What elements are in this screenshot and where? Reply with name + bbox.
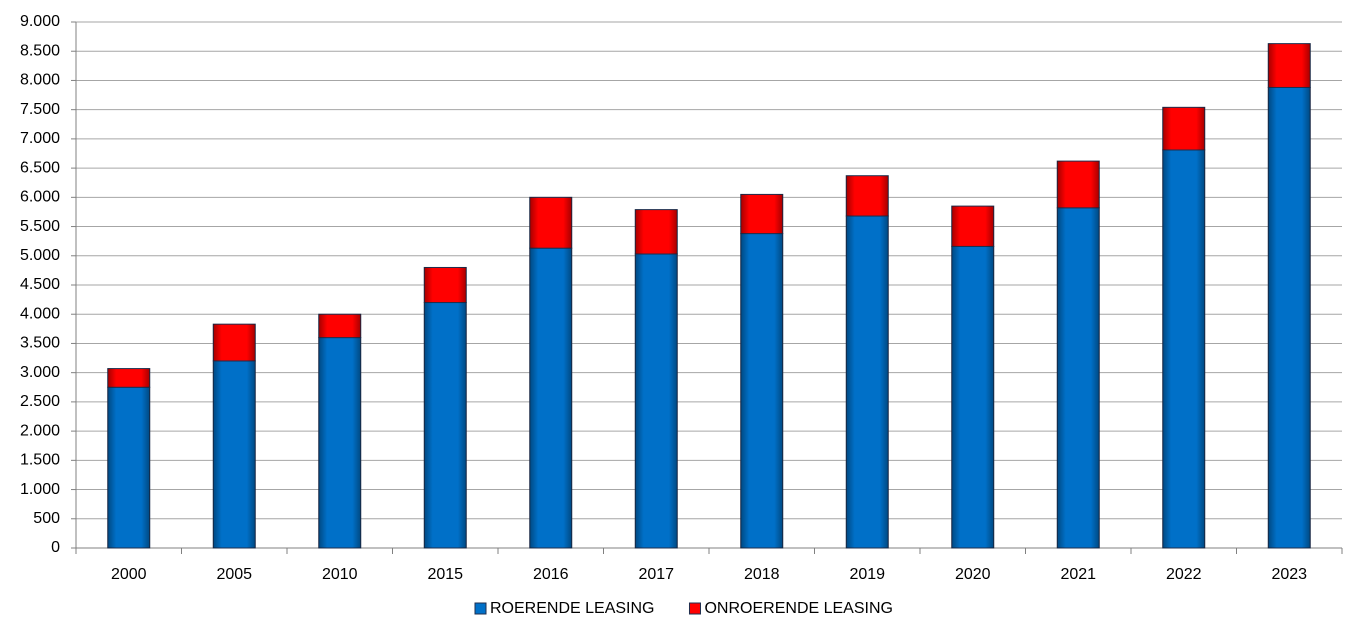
bar-shade <box>740 233 783 548</box>
y-tick-label: 8.000 <box>20 72 60 89</box>
x-tick-label: 2018 <box>744 566 780 583</box>
y-tick-label: 4.500 <box>20 276 60 293</box>
bar-shade <box>1162 149 1205 548</box>
bar-shade <box>1057 161 1100 208</box>
x-tick-label: 2023 <box>1271 566 1307 583</box>
x-tick-label: 2020 <box>955 566 991 583</box>
y-tick-label: 500 <box>33 510 60 527</box>
y-tick-label: 2.000 <box>20 422 60 439</box>
bar-shade <box>529 248 572 548</box>
y-tick-label: 0 <box>51 539 60 556</box>
y-tick-label: 4.000 <box>20 305 60 322</box>
bar-shade <box>951 206 994 247</box>
y-tick-label: 9.000 <box>20 13 60 30</box>
bar-shade <box>107 368 150 388</box>
x-tick-label: 2000 <box>111 566 147 583</box>
y-tick-label: 5.500 <box>20 218 60 235</box>
y-tick-label: 8.500 <box>20 42 60 59</box>
bar-shade <box>424 302 467 548</box>
x-tick-label: 2022 <box>1166 566 1202 583</box>
x-tick-label: 2005 <box>216 566 252 583</box>
x-tick-label: 2010 <box>322 566 358 583</box>
y-tick-label: 7.000 <box>20 130 60 147</box>
y-tick-label: 6.500 <box>20 159 60 176</box>
y-tick-label: 7.500 <box>20 101 60 118</box>
y-tick-label: 6.000 <box>20 189 60 206</box>
bar-shade <box>846 175 889 217</box>
x-tick-label: 2016 <box>533 566 569 583</box>
y-tick-label: 1.000 <box>20 481 60 498</box>
bar-shade <box>318 314 361 338</box>
legend-label: ROERENDE LEASING <box>490 600 654 617</box>
legend-swatch <box>688 602 701 615</box>
bar-shade <box>529 197 572 249</box>
y-tick-label: 1.500 <box>20 452 60 469</box>
bar-shade <box>424 267 467 303</box>
bar-shade <box>740 194 783 234</box>
legend-swatch <box>474 602 487 615</box>
y-tick-label: 3.500 <box>20 335 60 352</box>
y-tick-label: 2.500 <box>20 393 60 410</box>
bar-shade <box>1057 207 1100 548</box>
bar-shade <box>951 246 994 548</box>
x-tick-label: 2019 <box>849 566 885 583</box>
legend-label: ONROERENDE LEASING <box>704 600 892 617</box>
y-tick-label: 5.000 <box>20 247 60 264</box>
bar-shade <box>318 337 361 548</box>
x-tick-label: 2021 <box>1060 566 1096 583</box>
bar-shade <box>1268 43 1311 88</box>
bar-shade <box>846 216 889 548</box>
bar-shade <box>635 254 678 548</box>
bar-shade <box>1268 87 1311 549</box>
x-tick-label: 2017 <box>638 566 674 583</box>
bar-shade <box>635 209 678 255</box>
bar-shade <box>1162 107 1205 150</box>
bar-shade <box>213 324 256 361</box>
x-tick-label: 2015 <box>427 566 463 583</box>
bar-shade <box>213 360 256 548</box>
bar-shade <box>107 387 150 548</box>
y-tick-label: 3.000 <box>20 364 60 381</box>
